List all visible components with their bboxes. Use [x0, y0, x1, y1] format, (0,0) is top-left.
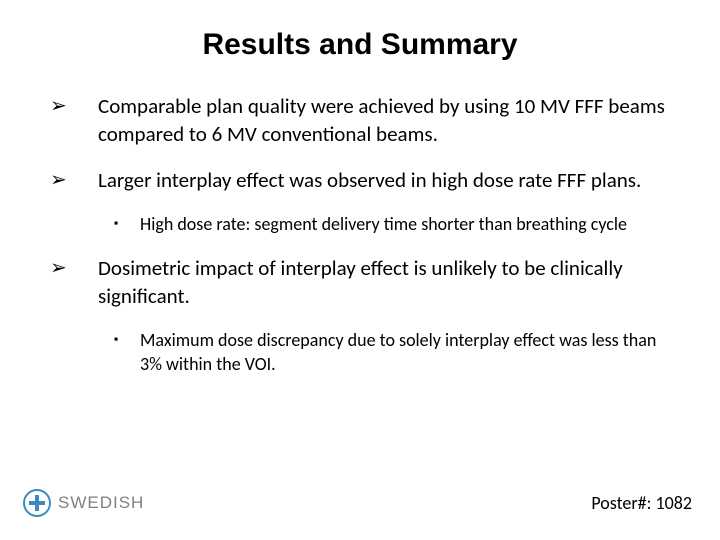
sub-bullet-item: ▪ Maximum dose discrepancy due to solely…: [114, 328, 670, 376]
brand-logo: SWEDISH: [22, 488, 144, 518]
bullet-square-icon: ▪: [114, 212, 140, 236]
content-area: ➢ Comparable plan quality were achieved …: [0, 72, 720, 376]
bullet-arrow-icon: ➢: [50, 254, 98, 310]
brand-logo-icon: [22, 488, 52, 518]
bullet-text: Larger interplay effect was observed in …: [98, 166, 670, 194]
bullet-item: ➢ Dosimetric impact of interplay effect …: [50, 254, 670, 310]
sub-bullet-text: Maximum dose discrepancy due to solely i…: [140, 328, 670, 376]
bullet-arrow-icon: ➢: [50, 92, 98, 148]
bullet-item: ➢ Comparable plan quality were achieved …: [50, 92, 670, 148]
poster-number: Poster#: 1082: [591, 492, 692, 514]
brand-name: SWEDISH: [58, 493, 144, 513]
bullet-text: Comparable plan quality were achieved by…: [98, 92, 670, 148]
page-title: Results and Summary: [0, 0, 720, 72]
bullet-arrow-icon: ➢: [50, 166, 98, 194]
sub-bullet-text: High dose rate: segment delivery time sh…: [140, 212, 670, 236]
sub-bullet-item: ▪ High dose rate: segment delivery time …: [114, 212, 670, 236]
bullet-item: ➢ Larger interplay effect was observed i…: [50, 166, 670, 194]
bullet-text: Dosimetric impact of interplay effect is…: [98, 254, 670, 310]
bullet-square-icon: ▪: [114, 328, 140, 376]
